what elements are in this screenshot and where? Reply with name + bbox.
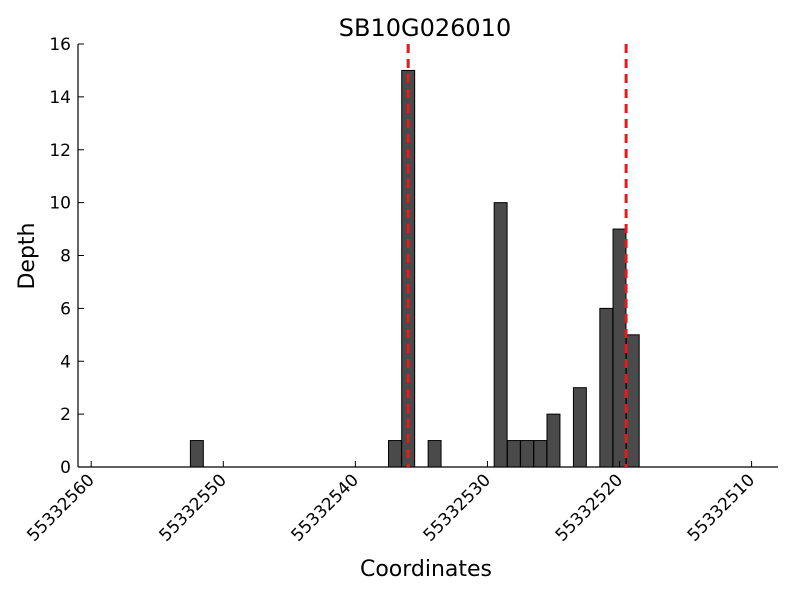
y-tick-label: 16 [49, 35, 71, 55]
bar-55332528 [506, 440, 521, 468]
x-ticks: 55332560 55332550 55332540 55332530 55332520… [23, 461, 759, 546]
chart-title: SB10G026010 [339, 14, 511, 42]
y-tick-label: 2 [60, 405, 71, 425]
bar-55332526 [533, 440, 548, 468]
bar-55332534 [427, 440, 442, 468]
y-tick-label: 6 [60, 299, 71, 319]
x-tick-label: 55332550 [155, 470, 230, 545]
bar-55332520 [612, 228, 627, 468]
y-tick-label: 4 [60, 352, 71, 372]
x-tick-label: 55332540 [288, 470, 363, 545]
x-tick-label: 55332510 [684, 470, 759, 545]
bar-55332519 [625, 334, 640, 468]
y-axis-label: Depth [15, 222, 40, 289]
axes-frame [77, 44, 778, 468]
y-tick-label: 14 [49, 88, 71, 108]
bar-55332537 [388, 440, 402, 468]
y-tick-label: 0 [60, 458, 71, 478]
x-tick-label: 55332560 [23, 470, 98, 545]
x-axis-label: Coordinates [360, 557, 492, 582]
y-tick-label: 8 [60, 247, 71, 267]
bar-55332529 [493, 202, 508, 468]
bar-55332527 [520, 440, 535, 468]
x-tick-label: 55332520 [552, 470, 627, 545]
bar-series [189, 69, 640, 468]
bar-55332521 [599, 307, 614, 468]
marker-lines [406, 44, 628, 467]
bar-55332552 [189, 440, 204, 468]
y-ticks: 0 2 4 6 8 10 12 14 16 [49, 35, 84, 478]
y-tick-label: 12 [49, 141, 71, 161]
x-tick-label: 55332530 [420, 470, 495, 545]
y-tick-label: 10 [49, 194, 71, 214]
bar-55332525 [546, 413, 561, 468]
bar-55332523 [572, 387, 587, 468]
